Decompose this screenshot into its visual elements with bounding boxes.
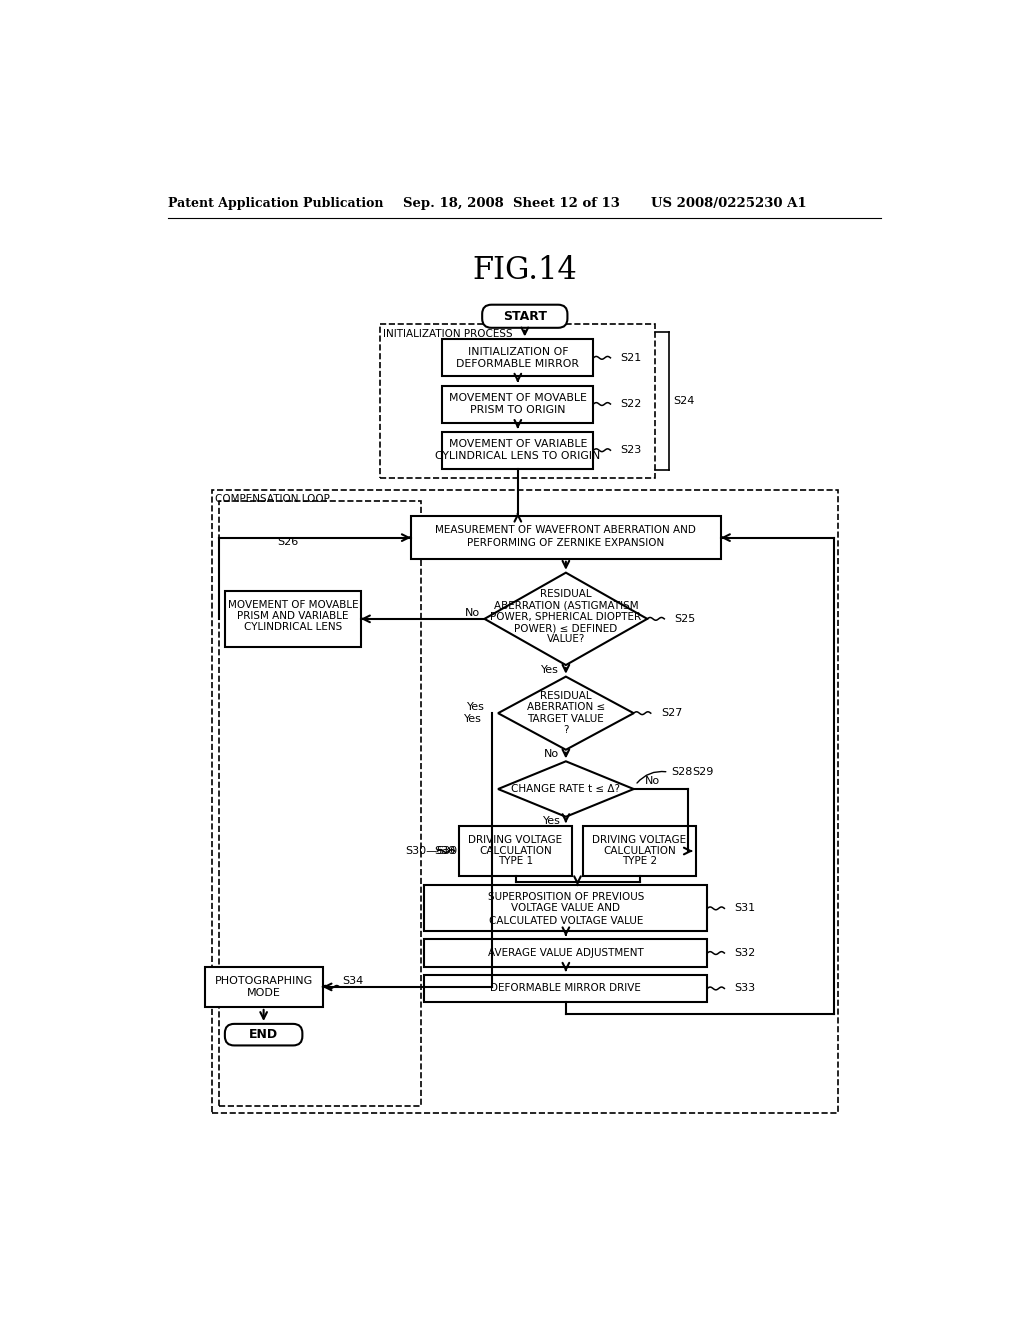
Text: S21: S21 bbox=[621, 352, 642, 363]
Text: S23: S23 bbox=[621, 445, 642, 455]
Text: ?: ? bbox=[563, 725, 568, 735]
Text: S30: S30 bbox=[436, 846, 457, 855]
Text: RESIDUAL: RESIDUAL bbox=[540, 692, 592, 701]
Text: PHOTOGRAPHING: PHOTOGRAPHING bbox=[214, 975, 312, 986]
Text: S29: S29 bbox=[692, 767, 713, 777]
Text: END: END bbox=[249, 1028, 279, 1041]
Text: S26: S26 bbox=[278, 537, 299, 546]
Text: MOVEMENT OF MOVABLE: MOVEMENT OF MOVABLE bbox=[227, 601, 358, 610]
Text: SUPERPOSITION OF PREVIOUS: SUPERPOSITION OF PREVIOUS bbox=[487, 892, 644, 902]
Text: CYLINDRICAL LENS: CYLINDRICAL LENS bbox=[244, 622, 342, 631]
Text: RESIDUAL: RESIDUAL bbox=[540, 589, 592, 599]
Text: No: No bbox=[545, 750, 559, 759]
Text: S34: S34 bbox=[342, 975, 364, 986]
FancyBboxPatch shape bbox=[460, 826, 571, 876]
Text: POWER, SPHERICAL DIOPTER: POWER, SPHERICAL DIOPTER bbox=[490, 612, 641, 622]
Text: CYLINDRICAL LENS TO ORIGIN: CYLINDRICAL LENS TO ORIGIN bbox=[435, 451, 600, 462]
FancyBboxPatch shape bbox=[424, 974, 708, 1002]
Text: No: No bbox=[645, 776, 660, 787]
Text: TYPE 2: TYPE 2 bbox=[622, 857, 657, 866]
Text: START: START bbox=[503, 310, 547, 323]
Text: Yes: Yes bbox=[467, 702, 485, 711]
FancyBboxPatch shape bbox=[584, 826, 695, 876]
FancyBboxPatch shape bbox=[482, 305, 567, 327]
Text: S30—: S30— bbox=[406, 846, 437, 855]
FancyBboxPatch shape bbox=[442, 339, 593, 376]
Text: US 2008/0225230 A1: US 2008/0225230 A1 bbox=[651, 197, 807, 210]
Text: S24: S24 bbox=[673, 396, 694, 407]
Polygon shape bbox=[498, 762, 634, 817]
Text: CALCULATION: CALCULATION bbox=[603, 846, 676, 855]
FancyBboxPatch shape bbox=[212, 490, 838, 1113]
Text: DRIVING VOLTAGE: DRIVING VOLTAGE bbox=[468, 834, 562, 845]
Text: S28: S28 bbox=[671, 767, 692, 777]
Text: MOVEMENT OF VARIABLE: MOVEMENT OF VARIABLE bbox=[449, 440, 587, 449]
FancyBboxPatch shape bbox=[225, 591, 360, 647]
Text: AVERAGE VALUE ADJUSTMENT: AVERAGE VALUE ADJUSTMENT bbox=[488, 948, 644, 958]
Text: PRISM AND VARIABLE: PRISM AND VARIABLE bbox=[238, 611, 349, 620]
FancyBboxPatch shape bbox=[424, 886, 708, 932]
FancyBboxPatch shape bbox=[424, 940, 708, 966]
Text: Yes: Yes bbox=[542, 665, 559, 675]
FancyBboxPatch shape bbox=[442, 432, 593, 469]
FancyBboxPatch shape bbox=[205, 966, 323, 1007]
Text: PERFORMING OF ZERNIKE EXPANSION: PERFORMING OF ZERNIKE EXPANSION bbox=[467, 539, 665, 548]
Polygon shape bbox=[498, 677, 634, 750]
Text: Yes: Yes bbox=[464, 714, 481, 725]
Text: Patent Application Publication: Patent Application Publication bbox=[168, 197, 384, 210]
Text: S33: S33 bbox=[734, 983, 756, 994]
Text: TARGET VALUE: TARGET VALUE bbox=[527, 714, 604, 725]
Text: CALCULATED VOLTAGE VALUE: CALCULATED VOLTAGE VALUE bbox=[488, 916, 643, 925]
Text: DRIVING VOLTAGE: DRIVING VOLTAGE bbox=[593, 834, 686, 845]
Text: MEASUREMENT OF WAVEFRONT ABERRATION AND: MEASUREMENT OF WAVEFRONT ABERRATION AND bbox=[435, 525, 696, 536]
Text: INITIALIZATION OF: INITIALIZATION OF bbox=[468, 347, 568, 356]
Text: Sep. 18, 2008  Sheet 12 of 13: Sep. 18, 2008 Sheet 12 of 13 bbox=[403, 197, 620, 210]
Text: S30: S30 bbox=[434, 846, 456, 855]
Text: FIG.14: FIG.14 bbox=[472, 255, 578, 285]
Text: INITIALIZATION PROCESS: INITIALIZATION PROCESS bbox=[383, 329, 513, 338]
Text: MOVEMENT OF MOVABLE: MOVEMENT OF MOVABLE bbox=[449, 393, 587, 403]
FancyBboxPatch shape bbox=[219, 502, 421, 1106]
Text: S32: S32 bbox=[734, 948, 756, 958]
Text: POWER) ≤ DEFINED: POWER) ≤ DEFINED bbox=[514, 624, 617, 634]
Text: Yes: Yes bbox=[543, 816, 561, 826]
Text: S25: S25 bbox=[675, 614, 695, 624]
Text: S27: S27 bbox=[660, 709, 682, 718]
Text: VALUE?: VALUE? bbox=[547, 634, 585, 644]
Text: DEFORMABLE MIRROR DRIVE: DEFORMABLE MIRROR DRIVE bbox=[490, 983, 641, 994]
Text: MODE: MODE bbox=[247, 989, 281, 998]
Text: S31: S31 bbox=[734, 903, 756, 913]
FancyBboxPatch shape bbox=[442, 385, 593, 422]
FancyBboxPatch shape bbox=[380, 323, 655, 478]
Text: No: No bbox=[465, 607, 480, 618]
Text: ABERRATION (ASTIGMATISM: ABERRATION (ASTIGMATISM bbox=[494, 601, 638, 611]
FancyBboxPatch shape bbox=[225, 1024, 302, 1045]
Text: COMPENSATION LOOP: COMPENSATION LOOP bbox=[215, 494, 330, 504]
Text: DEFORMABLE MIRROR: DEFORMABLE MIRROR bbox=[457, 359, 580, 370]
Text: S22: S22 bbox=[621, 399, 642, 409]
Polygon shape bbox=[484, 573, 647, 665]
FancyBboxPatch shape bbox=[411, 516, 721, 558]
Text: CHANGE RATE t ≤ Δ?: CHANGE RATE t ≤ Δ? bbox=[511, 784, 621, 795]
Text: TYPE 1: TYPE 1 bbox=[498, 857, 534, 866]
Text: VOLTAGE VALUE AND: VOLTAGE VALUE AND bbox=[511, 903, 621, 913]
Text: PRISM TO ORIGIN: PRISM TO ORIGIN bbox=[470, 405, 565, 416]
Text: ABERRATION ≤: ABERRATION ≤ bbox=[526, 702, 605, 711]
Text: CALCULATION: CALCULATION bbox=[479, 846, 552, 855]
